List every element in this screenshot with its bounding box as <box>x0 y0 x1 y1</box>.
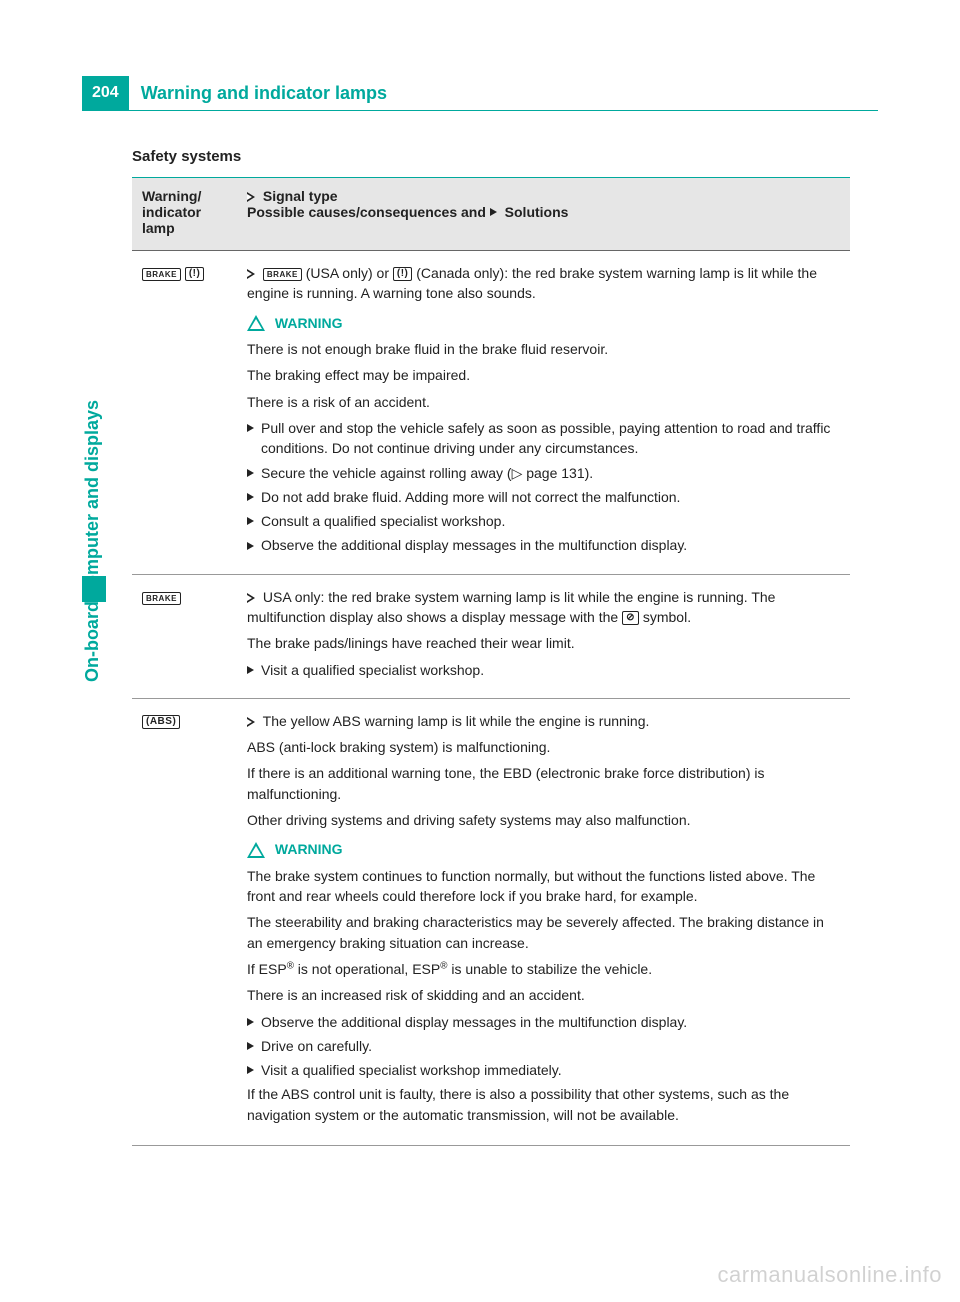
bullet-icon <box>247 517 254 525</box>
table-row: BRAKE USA only: the red brake system war… <box>132 574 850 698</box>
paragraph: If the ABS control unit is faulty, there… <box>247 1084 840 1125</box>
list-item: Visit a qualified specialist workshop. <box>247 660 840 680</box>
triangle-icon <box>247 717 255 727</box>
warning-callout: WARNING <box>247 838 840 859</box>
warning-table: Warning/ indicator lamp Signal type Poss… <box>132 177 850 1146</box>
bullet-icon <box>247 1066 254 1074</box>
triangle-icon <box>247 593 255 603</box>
header-rule <box>82 110 878 111</box>
lamp-icons: BRAKE <box>142 589 181 605</box>
paragraph: Other driving systems and driving safety… <box>247 810 840 830</box>
bullet-icon <box>247 1018 254 1026</box>
page-number: 204 <box>82 76 129 110</box>
bullet-icon <box>247 493 254 501</box>
paragraph: If there is an additional warning tone, … <box>247 763 840 804</box>
paragraph: ABS (anti-lock braking system) is malfun… <box>247 737 840 757</box>
section-heading: Safety systems <box>132 148 850 165</box>
list-item: Drive on carefully. <box>247 1036 840 1056</box>
brake-circle-icon: (!) <box>185 267 205 281</box>
brake-circle-icon: (!) <box>393 267 413 281</box>
th-signal: Signal type Possible causes/consequences… <box>237 178 850 251</box>
page-header: 204 Warning and indicator lamps <box>82 76 387 110</box>
list-item: Pull over and stop the vehicle safely as… <box>247 418 840 459</box>
paragraph: The braking effect may be impaired. <box>247 365 840 385</box>
lamp-icons: BRAKE (!) <box>142 265 204 281</box>
paragraph: There is not enough brake fluid in the b… <box>247 339 840 359</box>
paragraph: The brake pads/linings have reached thei… <box>247 633 840 653</box>
brake-icon: BRAKE <box>142 592 181 605</box>
bullet-icon <box>247 424 254 432</box>
list-item: Consult a qualified specialist workshop. <box>247 511 840 531</box>
warning-triangle-icon <box>247 315 265 331</box>
list-item: Secure the vehicle against rolling away … <box>247 463 840 483</box>
side-tab-label: On-board computer and displays <box>82 400 103 682</box>
paragraph: There is a risk of an accident. <box>247 392 840 412</box>
content-area: Safety systems Warning/ indicator lamp S… <box>132 148 850 1146</box>
header-title: Warning and indicator lamps <box>129 83 387 104</box>
list-item: Observe the additional display messages … <box>247 1012 840 1032</box>
triangle-icon <box>490 208 497 216</box>
abs-icon: (ABS) <box>142 715 180 729</box>
bullet-icon <box>247 1042 254 1050</box>
side-tab <box>82 576 106 602</box>
paragraph: There is an increased risk of skidding a… <box>247 985 840 1005</box>
list-item: Do not add brake fluid. Adding more will… <box>247 487 840 507</box>
table-row: BRAKE (!) BRAKE (USA only) or (!) (Canad… <box>132 251 850 575</box>
lamp-icons: (ABS) <box>142 713 180 729</box>
brake-icon: BRAKE <box>142 268 181 281</box>
paragraph: The steerability and braking characteris… <box>247 912 840 953</box>
paragraph: The brake system continues to function n… <box>247 866 840 907</box>
th-lamp: Warning/ indicator lamp <box>132 178 237 251</box>
table-row: (ABS) The yellow ABS warning lamp is lit… <box>132 698 850 1145</box>
bullet-icon <box>247 469 254 477</box>
warning-callout: WARNING <box>247 312 840 333</box>
brake-wear-icon: ⊘ <box>622 611 639 625</box>
watermark: carmanualsonline.info <box>717 1262 942 1288</box>
list-item: Observe the additional display messages … <box>247 535 840 555</box>
triangle-icon <box>247 269 255 279</box>
bullet-icon <box>247 542 254 550</box>
list-item: Visit a qualified specialist workshop im… <box>247 1060 840 1080</box>
brake-icon: BRAKE <box>263 268 302 281</box>
triangle-icon <box>247 192 255 202</box>
warning-triangle-icon <box>247 842 265 858</box>
paragraph: If ESP® is not operational, ESP® is unab… <box>247 959 840 979</box>
bullet-icon <box>247 666 254 674</box>
